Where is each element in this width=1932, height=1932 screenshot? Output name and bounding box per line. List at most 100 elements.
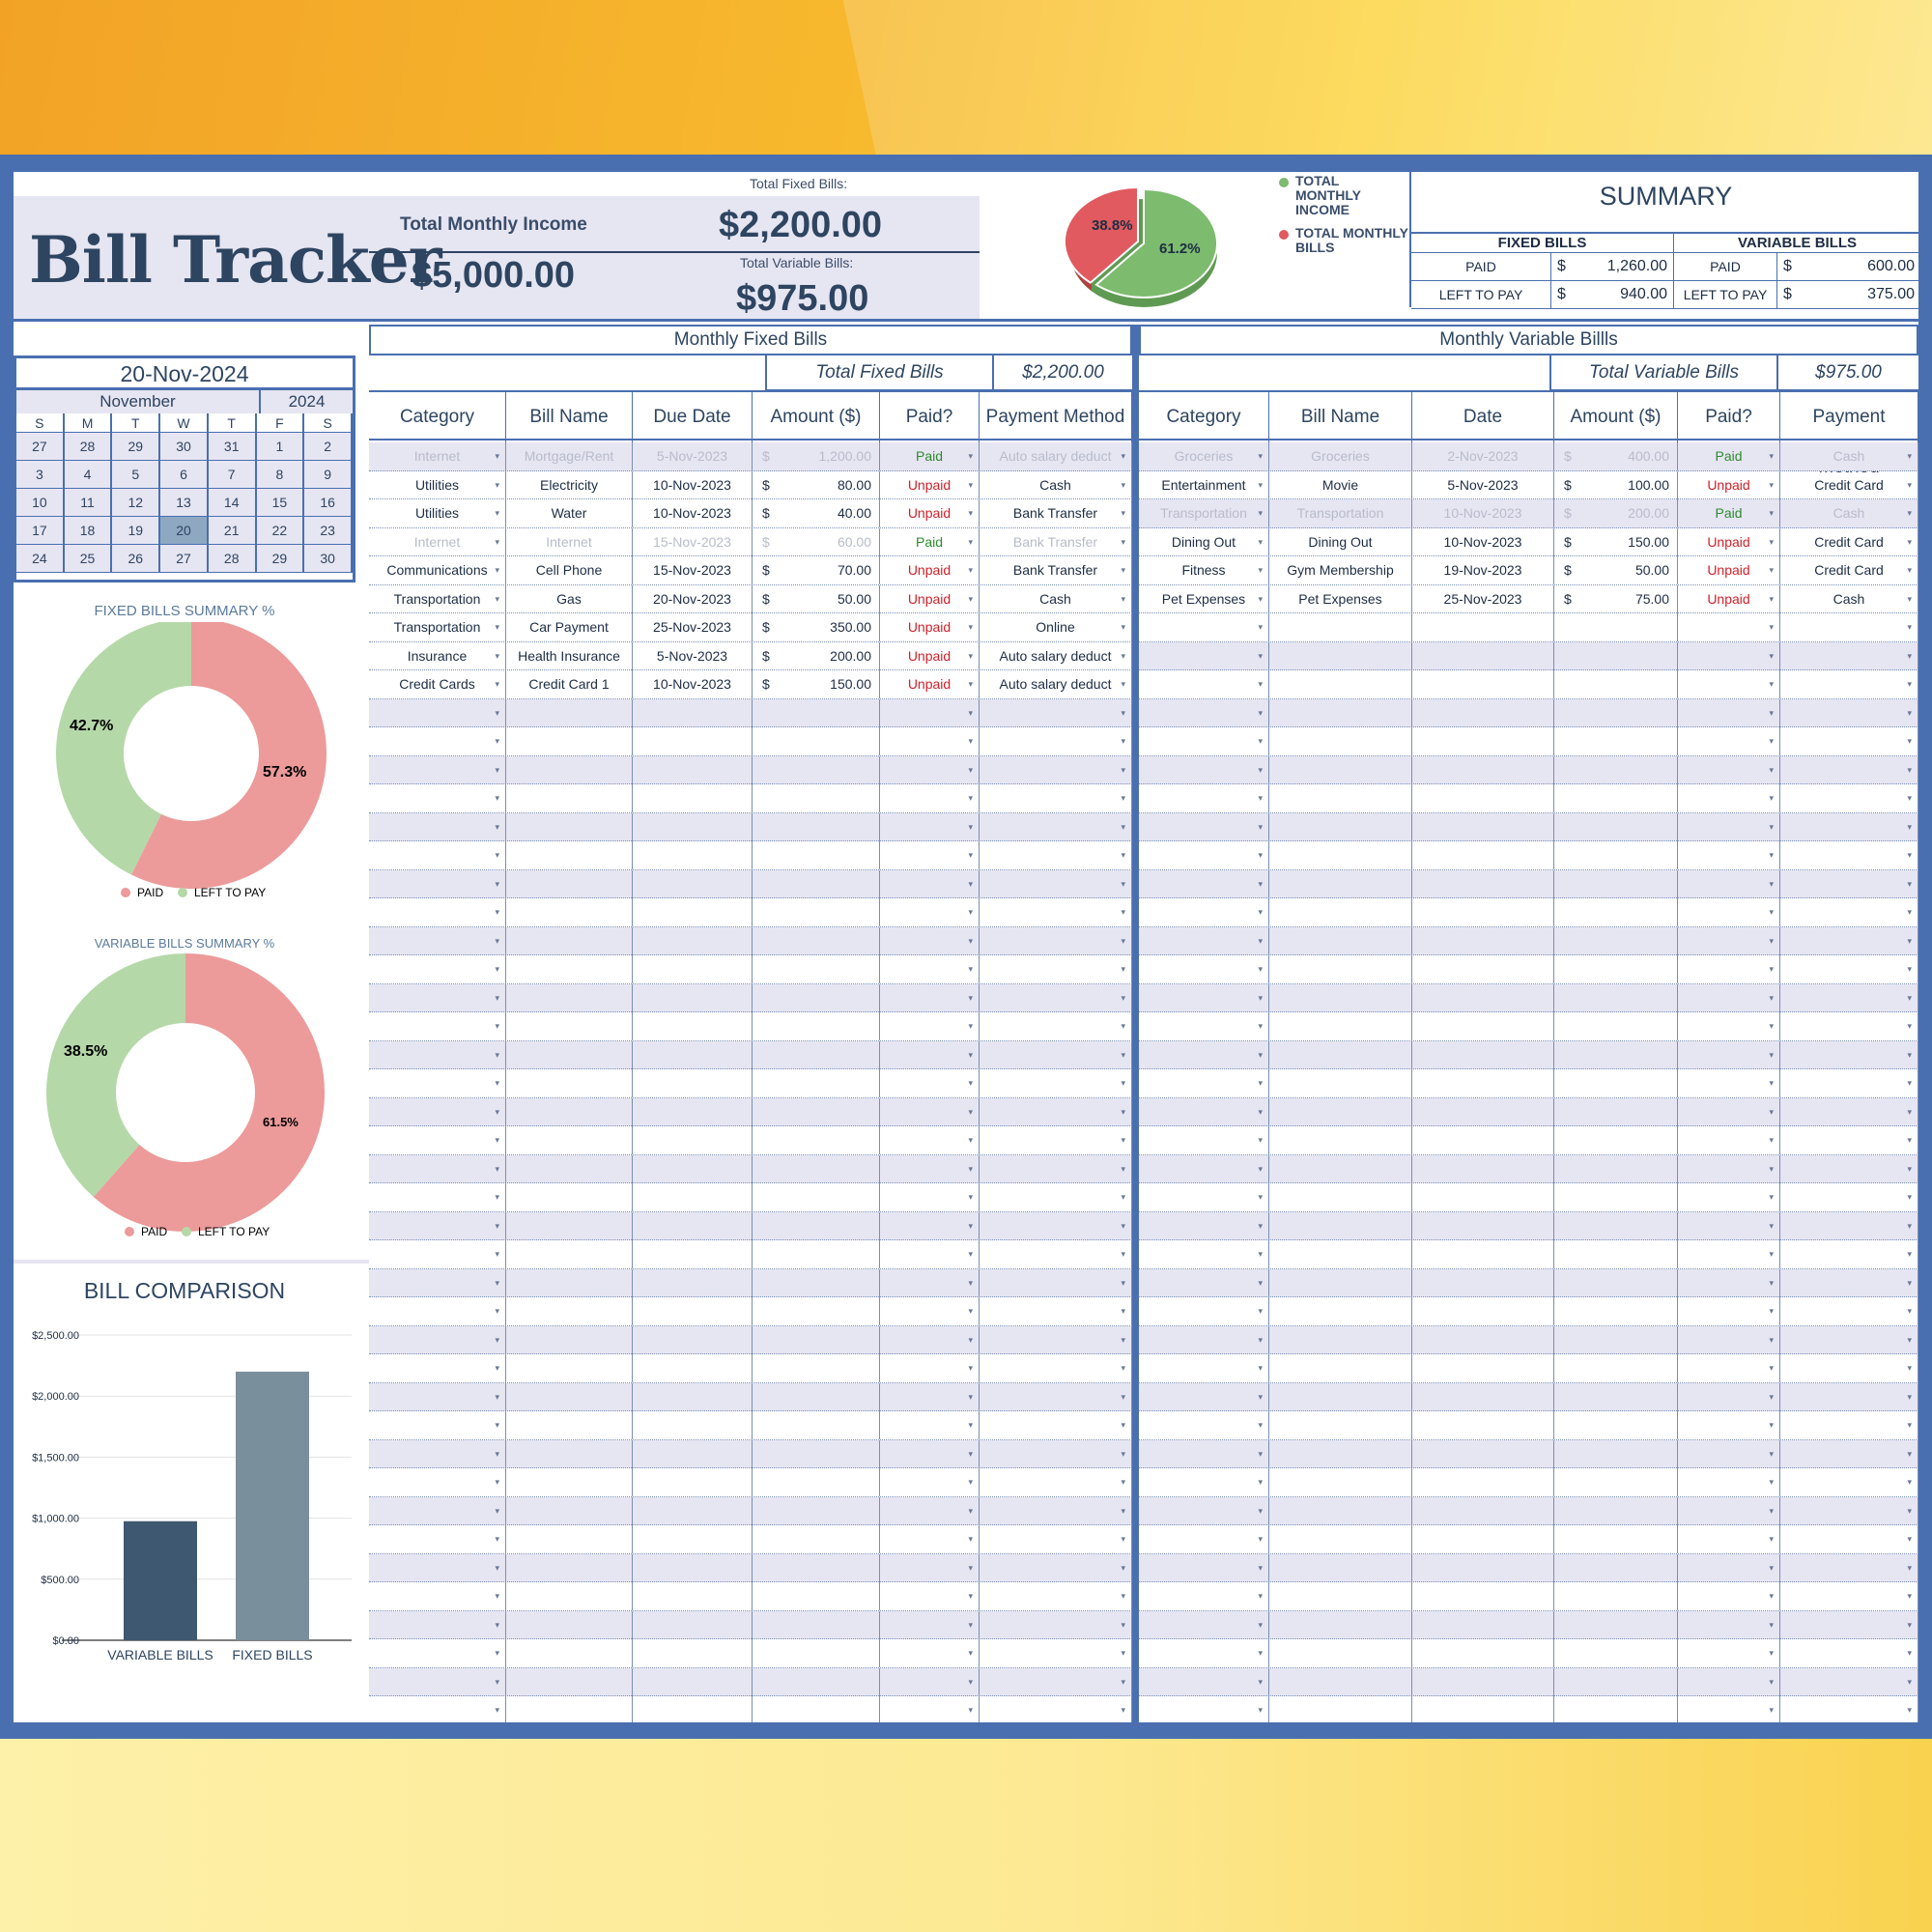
cell-amount[interactable] xyxy=(1554,1411,1678,1439)
cell-name[interactable]: Transportation xyxy=(1269,499,1412,527)
cell-method[interactable]: ▾ xyxy=(980,1610,1132,1639)
chevron-down-icon[interactable]: ▾ xyxy=(1769,650,1774,661)
cell-date[interactable] xyxy=(1412,1069,1554,1097)
chevron-down-icon[interactable]: ▾ xyxy=(1121,1448,1125,1459)
chevron-down-icon[interactable]: ▾ xyxy=(1258,1249,1263,1259)
cell-name[interactable] xyxy=(1269,1325,1412,1354)
cell-name[interactable] xyxy=(1269,641,1412,670)
cell-date[interactable] xyxy=(633,1553,753,1582)
chevron-down-icon[interactable]: ▾ xyxy=(495,850,499,860)
cell-method[interactable]: ▾ xyxy=(980,869,1132,898)
chevron-down-icon[interactable]: ▾ xyxy=(495,1363,499,1373)
chevron-down-icon[interactable]: ▾ xyxy=(1907,1648,1912,1658)
cell-paid[interactable]: ▾ xyxy=(880,727,980,755)
chevron-down-icon[interactable]: ▾ xyxy=(495,1534,499,1544)
chevron-down-icon[interactable]: ▾ xyxy=(1769,1676,1774,1687)
cell-category[interactable]: ▾ xyxy=(369,1268,506,1297)
cell-name[interactable] xyxy=(506,1582,633,1610)
cell-method[interactable]: ▾ xyxy=(980,727,1132,755)
cell-date[interactable] xyxy=(633,1012,753,1040)
cell-method[interactable]: ▾ xyxy=(980,1069,1132,1097)
cell-paid[interactable]: ▾ xyxy=(1678,1154,1780,1183)
cell-category[interactable]: ▾ xyxy=(1139,755,1269,784)
cell-category[interactable]: ▾ xyxy=(1139,1211,1269,1240)
cell-method[interactable]: ▾ xyxy=(1780,983,1918,1012)
chevron-down-icon[interactable]: ▾ xyxy=(1258,878,1263,889)
chevron-down-icon[interactable]: ▾ xyxy=(1121,1505,1125,1516)
cell-method[interactable]: ▾ xyxy=(1780,1639,1918,1667)
chevron-down-icon[interactable]: ▾ xyxy=(1121,1249,1125,1259)
chevron-down-icon[interactable]: ▾ xyxy=(1907,878,1912,889)
calendar-day[interactable]: 28 xyxy=(64,433,113,461)
cell-method[interactable]: ▾ xyxy=(980,812,1132,841)
cell-amount[interactable] xyxy=(1554,1297,1678,1325)
chevron-down-icon[interactable]: ▾ xyxy=(1769,1277,1774,1288)
chevron-down-icon[interactable]: ▾ xyxy=(1907,650,1912,661)
cell-name[interactable] xyxy=(1269,955,1412,983)
chevron-down-icon[interactable]: ▾ xyxy=(1121,850,1125,860)
chevron-down-icon[interactable]: ▾ xyxy=(1769,1477,1774,1487)
cell-name[interactable] xyxy=(1269,1468,1412,1496)
chevron-down-icon[interactable]: ▾ xyxy=(1258,1562,1263,1573)
cell-paid[interactable]: ▾ xyxy=(1678,1553,1780,1582)
chevron-down-icon[interactable]: ▾ xyxy=(1258,1306,1263,1316)
cell-paid[interactable]: ▾ xyxy=(1678,1126,1780,1154)
chevron-down-icon[interactable]: ▾ xyxy=(1769,593,1774,604)
chevron-down-icon[interactable]: ▾ xyxy=(1258,622,1263,632)
cell-date[interactable] xyxy=(633,1154,753,1183)
cell-category[interactable]: ▾ xyxy=(369,1439,506,1468)
cell-date[interactable]: 5-Nov-2023 xyxy=(1412,470,1554,499)
cell-category[interactable]: ▾ xyxy=(369,755,506,784)
chevron-down-icon[interactable]: ▾ xyxy=(495,1277,499,1288)
cell-name[interactable] xyxy=(506,1012,633,1040)
cell-name[interactable] xyxy=(1269,1439,1412,1468)
cell-method[interactable]: ▾ xyxy=(1780,727,1918,755)
cell-name[interactable] xyxy=(506,983,633,1012)
cell-method[interactable]: ▾ xyxy=(1780,613,1918,641)
cell-category[interactable]: ▾ xyxy=(369,1496,506,1525)
cell-paid[interactable]: ▾ xyxy=(1678,926,1780,955)
cell-name[interactable] xyxy=(506,1183,633,1211)
cell-method[interactable]: Bank Transfer ▾ xyxy=(980,527,1132,556)
cell-method[interactable]: ▾ xyxy=(980,1382,1132,1411)
column-header[interactable]: Paid? xyxy=(1678,392,1780,442)
column-header[interactable]: Due Date xyxy=(633,392,753,442)
chevron-down-icon[interactable]: ▾ xyxy=(1769,565,1774,575)
cell-amount[interactable]: $1,200.00 xyxy=(753,442,880,470)
cell-date[interactable] xyxy=(1412,1097,1554,1126)
chevron-down-icon[interactable]: ▾ xyxy=(1121,992,1125,1003)
cell-category[interactable]: ▾ xyxy=(1139,983,1269,1012)
cell-date[interactable] xyxy=(633,898,753,926)
cell-date[interactable] xyxy=(633,727,753,755)
cell-name[interactable]: Credit Card 1 xyxy=(506,670,633,698)
calendar-month[interactable]: November xyxy=(16,390,261,413)
cell-amount[interactable] xyxy=(1554,1667,1678,1696)
cell-paid[interactable]: ▾ xyxy=(880,1553,980,1582)
cell-paid[interactable]: ▾ xyxy=(1678,613,1780,641)
chevron-down-icon[interactable]: ▾ xyxy=(495,1505,499,1516)
cell-method[interactable]: ▾ xyxy=(980,1496,1132,1525)
calendar-day[interactable]: 15 xyxy=(256,489,305,517)
cell-method[interactable]: Online ▾ xyxy=(980,613,1132,641)
chevron-down-icon[interactable]: ▾ xyxy=(1258,1078,1263,1088)
cell-date[interactable] xyxy=(633,983,753,1012)
cell-paid[interactable]: Unpaid ▾ xyxy=(1678,556,1780,584)
cell-paid[interactable]: ▾ xyxy=(1678,1354,1780,1382)
cell-paid[interactable]: ▾ xyxy=(880,1667,980,1696)
cell-method[interactable]: Cash ▾ xyxy=(1780,584,1918,613)
chevron-down-icon[interactable]: ▾ xyxy=(968,1106,973,1117)
cell-category[interactable]: ▾ xyxy=(1139,1439,1269,1468)
chevron-down-icon[interactable]: ▾ xyxy=(495,1591,499,1601)
cell-paid[interactable]: ▾ xyxy=(880,1240,980,1268)
cell-name[interactable]: Internet xyxy=(506,527,633,556)
cell-amount[interactable] xyxy=(1554,1382,1678,1411)
cell-name[interactable] xyxy=(1269,1411,1412,1439)
chevron-down-icon[interactable]: ▾ xyxy=(495,1078,499,1088)
chevron-down-icon[interactable]: ▾ xyxy=(1769,1334,1774,1345)
cell-category[interactable]: ▾ xyxy=(369,1411,506,1439)
cell-amount[interactable] xyxy=(1554,869,1678,898)
chevron-down-icon[interactable]: ▾ xyxy=(1258,1534,1263,1544)
cell-category[interactable]: Insurance ▾ xyxy=(369,641,506,670)
cell-paid[interactable]: ▾ xyxy=(880,1354,980,1382)
column-header[interactable]: Category xyxy=(369,392,506,442)
